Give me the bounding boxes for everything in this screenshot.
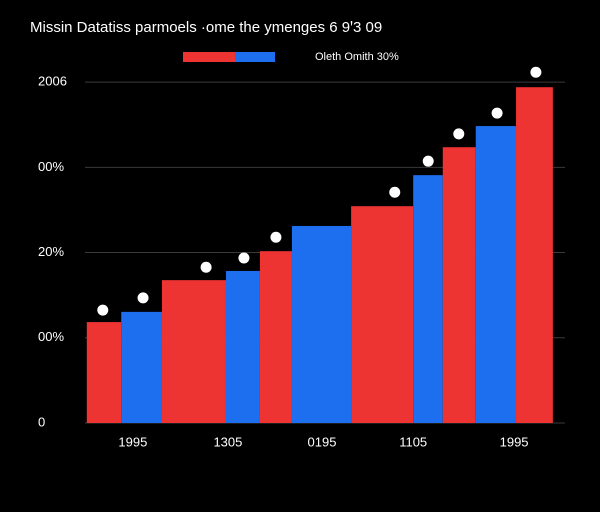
x-tick-label: 0195 (308, 434, 337, 449)
bar (86, 322, 122, 423)
x-tick-label: 1305 (213, 434, 242, 449)
x-tick-label: 1995 (500, 434, 529, 449)
bar (121, 311, 162, 423)
point (270, 231, 282, 243)
point (97, 304, 109, 316)
legend-label: Oleth Omith 30% (315, 51, 399, 63)
bar (259, 251, 292, 423)
point (137, 292, 149, 304)
bar (291, 225, 352, 423)
y-tick-label: 00% (38, 159, 64, 174)
point (491, 107, 503, 119)
legend-swatch (183, 52, 235, 62)
point (200, 261, 212, 273)
bar (475, 126, 517, 424)
y-tick-label: 2006 (38, 74, 67, 89)
bar (161, 280, 226, 423)
bar (442, 147, 476, 424)
x-tick-label: 1105 (399, 434, 427, 449)
bar (413, 175, 443, 423)
bar (516, 87, 553, 424)
legend-swatch (235, 52, 275, 62)
point (238, 252, 250, 264)
y-tick-label: 00% (38, 329, 64, 344)
chart-title: Missin Datatiss parmoels ·ome the ymenge… (30, 19, 382, 36)
bar (351, 206, 414, 423)
x-tick-label: 1995 (118, 434, 147, 449)
point (530, 66, 542, 78)
y-tick-label: 20% (38, 244, 64, 259)
point (389, 186, 401, 198)
point (453, 128, 465, 140)
point (422, 155, 434, 167)
y-tick-label: 0 (38, 414, 45, 429)
bar (225, 270, 260, 423)
